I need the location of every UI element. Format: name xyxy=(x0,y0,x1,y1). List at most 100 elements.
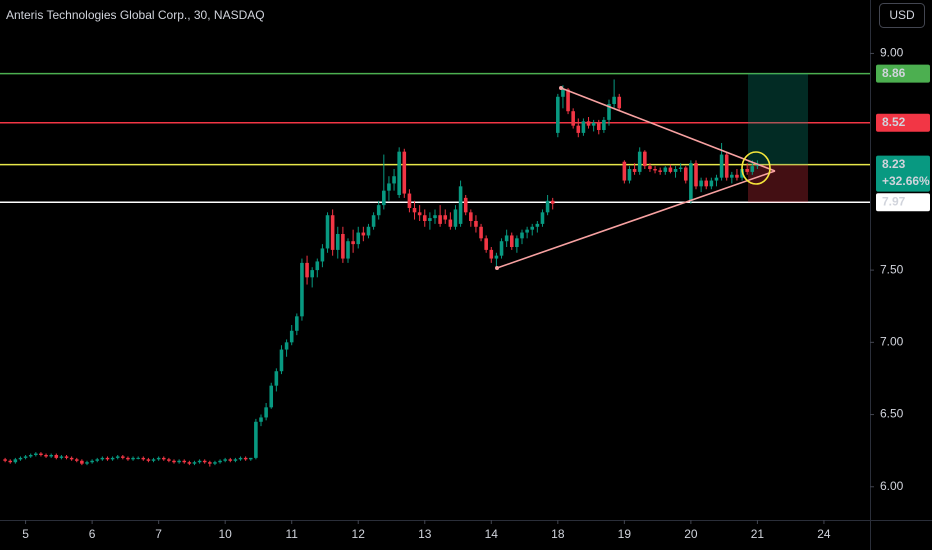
candle-body xyxy=(90,460,94,463)
candle-body xyxy=(402,151,407,194)
candle-body xyxy=(105,457,110,460)
candle-body xyxy=(371,215,376,227)
candle-body xyxy=(356,232,361,245)
candle-body xyxy=(412,208,417,213)
candle-body xyxy=(474,221,478,227)
position-box xyxy=(748,73,808,203)
candle-body xyxy=(627,169,632,181)
anchor xyxy=(559,86,563,90)
candle-body xyxy=(458,186,463,224)
candle-body xyxy=(453,209,458,227)
price-label: 8.23 xyxy=(882,157,906,171)
y-tick-label: 7.00 xyxy=(880,335,904,349)
candle-body xyxy=(658,170,662,172)
candle-body xyxy=(387,183,391,191)
y-tick-label: 6.50 xyxy=(880,407,904,421)
candle-body xyxy=(361,232,366,236)
candle-body xyxy=(469,212,473,221)
candle-body xyxy=(341,234,345,259)
candle-body xyxy=(121,456,125,458)
candle-body xyxy=(515,238,519,247)
candle-body xyxy=(438,215,442,224)
candle-body xyxy=(182,460,187,463)
candle-body xyxy=(192,462,197,464)
price-label: 7.97 xyxy=(882,194,906,208)
x-tick-label: 12 xyxy=(352,527,366,541)
currency-button[interactable] xyxy=(879,3,925,28)
candle-body xyxy=(335,234,340,250)
candle-body xyxy=(525,229,529,233)
candle-body xyxy=(489,249,494,259)
candle-body xyxy=(238,457,243,460)
highlight-circle xyxy=(741,151,771,185)
candle-body xyxy=(591,122,596,126)
x-tick-label: 20 xyxy=(684,527,698,541)
candle-body xyxy=(366,226,371,236)
candle-body xyxy=(213,462,217,464)
price-label: 8.52 xyxy=(882,115,906,129)
candle-body xyxy=(463,197,468,213)
candle-body xyxy=(136,457,140,459)
candle-body xyxy=(8,460,13,463)
candle-body xyxy=(146,459,151,461)
candle-body xyxy=(100,457,105,460)
candle-body xyxy=(556,96,560,133)
candle-body xyxy=(566,89,570,112)
candle-body xyxy=(428,218,432,221)
candle-body xyxy=(535,223,540,227)
candle-body xyxy=(632,169,637,172)
candle-body xyxy=(23,456,28,458)
candle-body xyxy=(295,316,299,331)
candle-body xyxy=(197,460,202,463)
candle-body xyxy=(233,459,238,461)
candle-body xyxy=(300,262,304,317)
candle-body xyxy=(392,176,396,184)
candle-body xyxy=(509,235,514,247)
candle-body xyxy=(254,421,258,458)
x-tick-label: 24 xyxy=(817,527,831,541)
x-tick-label: 18 xyxy=(551,527,565,541)
candle-body xyxy=(520,232,524,239)
price-label: 8.86 xyxy=(882,66,906,80)
change-label: +32.66% xyxy=(882,174,930,188)
candle-body xyxy=(545,200,550,213)
candle-body xyxy=(218,460,222,463)
candle-body xyxy=(586,121,591,126)
price-label-box xyxy=(876,64,930,83)
candle-body xyxy=(643,151,647,167)
currency-label[interactable]: USD xyxy=(889,8,915,22)
candle-body xyxy=(69,457,74,460)
candle-body xyxy=(596,122,601,130)
y-tick-label: 7.50 xyxy=(880,262,904,276)
candle-body xyxy=(637,151,642,172)
x-tick-label: 10 xyxy=(218,527,232,541)
candle-body xyxy=(550,200,555,204)
candle-body xyxy=(351,241,355,245)
candle-body xyxy=(504,235,509,242)
y-tick-label: 9.00 xyxy=(880,46,904,60)
candle-body xyxy=(745,169,749,172)
candle-body xyxy=(243,457,248,460)
candle-body xyxy=(156,457,161,460)
candle-body xyxy=(161,457,166,460)
candle-body xyxy=(64,456,69,458)
candle-body xyxy=(289,330,294,343)
candle-body xyxy=(126,457,130,460)
candle-body xyxy=(663,167,668,172)
candle-body xyxy=(54,455,59,458)
candle-body xyxy=(95,459,100,461)
candle-body xyxy=(74,459,79,461)
candle-body xyxy=(494,255,499,259)
candle-body xyxy=(673,169,678,172)
candle-body xyxy=(704,180,709,187)
x-tick-label: 7 xyxy=(155,527,162,541)
candle-body xyxy=(612,96,616,104)
price-label-box xyxy=(876,193,930,212)
x-tick-label: 11 xyxy=(285,527,298,541)
candle-body xyxy=(13,459,18,463)
candle-body xyxy=(571,111,575,126)
axes: 9.00 7.50 7.00 6.50 6.00 5 6 7 10 11 12 13 14 18 19 20 2… xyxy=(22,46,930,542)
candle-body xyxy=(422,215,427,221)
y-tick-label: 6.00 xyxy=(880,479,904,493)
